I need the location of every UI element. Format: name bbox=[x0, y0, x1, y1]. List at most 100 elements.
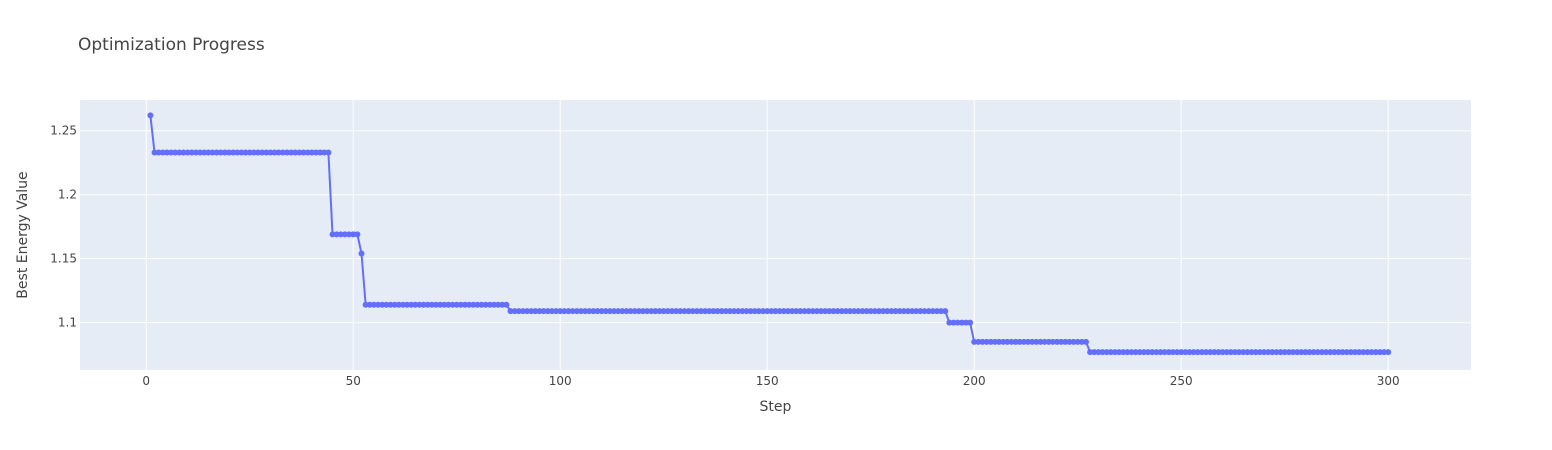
data-point[interactable] bbox=[536, 308, 543, 315]
data-point[interactable] bbox=[768, 308, 775, 315]
data-point[interactable] bbox=[602, 308, 609, 315]
data-point[interactable] bbox=[321, 149, 328, 156]
data-point[interactable] bbox=[1012, 338, 1019, 345]
data-point[interactable] bbox=[329, 231, 336, 238]
data-point[interactable] bbox=[296, 149, 303, 156]
data-point[interactable] bbox=[507, 308, 514, 315]
data-point[interactable] bbox=[226, 149, 233, 156]
data-point[interactable] bbox=[611, 308, 618, 315]
data-point[interactable] bbox=[263, 149, 270, 156]
data-point[interactable] bbox=[1016, 338, 1023, 345]
data-point[interactable] bbox=[822, 308, 829, 315]
data-point[interactable] bbox=[805, 308, 812, 315]
data-point[interactable] bbox=[938, 308, 945, 315]
data-point[interactable] bbox=[1107, 349, 1114, 356]
data-point[interactable] bbox=[1273, 349, 1280, 356]
data-point[interactable] bbox=[379, 301, 386, 308]
data-point[interactable] bbox=[1227, 349, 1234, 356]
data-point[interactable] bbox=[904, 308, 911, 315]
data-point[interactable] bbox=[1045, 338, 1052, 345]
data-point[interactable] bbox=[275, 149, 282, 156]
data-point[interactable] bbox=[362, 301, 369, 308]
data-point[interactable] bbox=[482, 301, 489, 308]
data-point[interactable] bbox=[900, 308, 907, 315]
data-point[interactable] bbox=[743, 308, 750, 315]
data-point[interactable] bbox=[515, 308, 522, 315]
data-point[interactable] bbox=[623, 308, 630, 315]
data-point[interactable] bbox=[818, 308, 825, 315]
data-point[interactable] bbox=[168, 149, 175, 156]
data-point[interactable] bbox=[847, 308, 854, 315]
data-point[interactable] bbox=[1314, 349, 1321, 356]
data-point[interactable] bbox=[350, 231, 357, 238]
data-point[interactable] bbox=[358, 250, 365, 257]
data-point[interactable] bbox=[1203, 349, 1210, 356]
data-point[interactable] bbox=[946, 319, 953, 326]
data-point[interactable] bbox=[590, 308, 597, 315]
data-point[interactable] bbox=[801, 308, 808, 315]
data-point[interactable] bbox=[147, 112, 154, 119]
data-point[interactable] bbox=[1343, 349, 1350, 356]
data-point[interactable] bbox=[962, 319, 969, 326]
data-point[interactable] bbox=[1331, 349, 1338, 356]
data-point[interactable] bbox=[387, 301, 394, 308]
data-point[interactable] bbox=[242, 149, 249, 156]
data-point[interactable] bbox=[151, 149, 158, 156]
data-point[interactable] bbox=[217, 149, 224, 156]
data-point[interactable] bbox=[532, 308, 539, 315]
data-point[interactable] bbox=[764, 308, 771, 315]
data-point[interactable] bbox=[1140, 349, 1147, 356]
data-point[interactable] bbox=[304, 149, 311, 156]
data-point[interactable] bbox=[987, 338, 994, 345]
data-point[interactable] bbox=[1091, 349, 1098, 356]
data-point[interactable] bbox=[1008, 338, 1015, 345]
data-point[interactable] bbox=[1252, 349, 1259, 356]
data-point[interactable] bbox=[789, 308, 796, 315]
data-point[interactable] bbox=[851, 308, 858, 315]
data-point[interactable] bbox=[863, 308, 870, 315]
data-point[interactable] bbox=[255, 149, 262, 156]
data-point[interactable] bbox=[486, 301, 493, 308]
data-point[interactable] bbox=[1277, 349, 1284, 356]
data-point[interactable] bbox=[370, 301, 377, 308]
data-point[interactable] bbox=[234, 149, 241, 156]
data-point[interactable] bbox=[942, 308, 949, 315]
data-point[interactable] bbox=[648, 308, 655, 315]
data-point[interactable] bbox=[375, 301, 382, 308]
data-point[interactable] bbox=[830, 308, 837, 315]
data-point[interactable] bbox=[283, 149, 290, 156]
data-point[interactable] bbox=[697, 308, 704, 315]
data-point[interactable] bbox=[1062, 338, 1069, 345]
data-point[interactable] bbox=[213, 149, 220, 156]
data-point[interactable] bbox=[495, 301, 502, 308]
data-point[interactable] bbox=[751, 308, 758, 315]
data-point[interactable] bbox=[1285, 349, 1292, 356]
data-point[interactable] bbox=[1103, 349, 1110, 356]
data-point[interactable] bbox=[288, 149, 295, 156]
data-point[interactable] bbox=[693, 308, 700, 315]
data-point[interactable] bbox=[490, 301, 497, 308]
data-point[interactable] bbox=[933, 308, 940, 315]
data-point[interactable] bbox=[1261, 349, 1268, 356]
data-point[interactable] bbox=[238, 149, 245, 156]
data-point[interactable] bbox=[1372, 349, 1379, 356]
data-point[interactable] bbox=[954, 319, 961, 326]
data-point[interactable] bbox=[793, 308, 800, 315]
data-point[interactable] bbox=[772, 308, 779, 315]
data-point[interactable] bbox=[1111, 349, 1118, 356]
data-point[interactable] bbox=[1004, 338, 1011, 345]
data-point[interactable] bbox=[1281, 349, 1288, 356]
data-point[interactable] bbox=[561, 308, 568, 315]
data-point[interactable] bbox=[478, 301, 485, 308]
data-point[interactable] bbox=[884, 308, 891, 315]
data-point[interactable] bbox=[1302, 349, 1309, 356]
data-point[interactable] bbox=[569, 308, 576, 315]
data-point[interactable] bbox=[1356, 349, 1363, 356]
data-point[interactable] bbox=[855, 308, 862, 315]
data-point[interactable] bbox=[1323, 349, 1330, 356]
data-point[interactable] bbox=[1161, 349, 1168, 356]
data-point[interactable] bbox=[341, 231, 348, 238]
data-point[interactable] bbox=[1339, 349, 1346, 356]
data-point[interactable] bbox=[470, 301, 477, 308]
data-point[interactable] bbox=[598, 308, 605, 315]
